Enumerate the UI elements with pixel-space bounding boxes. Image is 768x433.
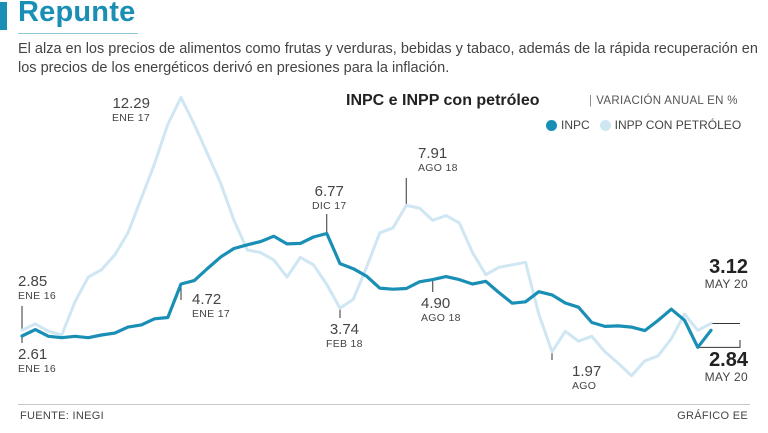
annotation-inpp-end: 3.12 MAY 20 (705, 256, 748, 290)
inpp-legend-dot (599, 119, 611, 131)
annotation-value: 12.29 (112, 95, 150, 112)
annotation-date: ENE 17 (112, 112, 150, 124)
annotation-value: 3.74 (329, 321, 360, 338)
annotation-date: MAY 20 (704, 370, 748, 384)
annotation-date: MAY 20 (704, 277, 748, 291)
annotation-value: 7.91 (418, 145, 448, 162)
annotation-value: 2.85 (18, 273, 48, 290)
source-note: FUENTE: INEGI (20, 410, 104, 422)
annotation-leader-line (697, 340, 741, 348)
annotation-date: AGO 18 (421, 312, 461, 324)
legend: INPC INPP CON PETRÓLEO (546, 118, 751, 132)
description: El alza en los precios de alimentos como… (18, 41, 758, 76)
annotation-inpc-ene17: 4.72 ENE 17 (192, 291, 230, 321)
annotation-date: DIC 17 (312, 200, 347, 212)
annotation-inpc-dic17: 6.77 DIC 17 (312, 183, 347, 213)
annotation-inpp-start: 2.85 ENE 16 (18, 273, 56, 303)
annotation-value: 2.84 (709, 349, 748, 371)
annotation-date: ENE 17 (192, 308, 230, 320)
inpc-series-line (20, 231, 713, 349)
chart-unit-label: VARIACIÓN ANUAL EN % (589, 95, 738, 107)
annotation-inpp-ago18: 7.91 AGO 18 (418, 145, 458, 175)
annotation-date: ENE 16 (18, 290, 56, 302)
legend-label-inpc: INPC (561, 118, 590, 132)
annotation-value: 6.77 (314, 183, 344, 200)
title-accent-bar (0, 2, 7, 30)
annotation-date: ENE 16 (18, 363, 56, 375)
inpp-series-line (20, 96, 713, 378)
annotation-value: 4.90 (421, 295, 451, 312)
graphic-credit: GRÁFICO EE (677, 410, 748, 422)
annotation-value: 3.12 (709, 256, 748, 278)
chart-title: INPC e INPP con petróleo (346, 92, 540, 109)
annotation-inpp-ago19: 1.97 AGO (572, 363, 602, 393)
annotation-inpp-peak: 12.29 ENE 17 (112, 95, 150, 125)
annotation-inpc-ago18: 4.90 AGO 18 (421, 295, 461, 325)
legend-label-inpp: INPP CON PETRÓLEO (614, 118, 742, 132)
annotation-date: AGO 18 (418, 162, 458, 174)
annotation-inpc-start: 2.61 ENE 16 (18, 346, 56, 376)
headline: Repunte (18, 0, 136, 28)
annotation-inpc-end: 2.84 MAY 20 (705, 349, 748, 383)
inpc-legend-dot (546, 119, 557, 131)
annotation-value: 1.97 (572, 363, 602, 380)
annotation-inpp-feb18: 3.74 FEB 18 (326, 321, 363, 351)
legend-item-inpc: INPC (546, 118, 590, 132)
legend-item-inpp: INPP CON PETRÓLEO (599, 118, 742, 132)
annotation-date: FEB 18 (326, 338, 363, 350)
annotation-value: 2.61 (18, 346, 48, 363)
annotation-date: AGO (572, 380, 597, 392)
annotation-value: 4.72 (192, 291, 222, 308)
headline-rule (18, 33, 138, 34)
footer-rule (18, 404, 750, 405)
